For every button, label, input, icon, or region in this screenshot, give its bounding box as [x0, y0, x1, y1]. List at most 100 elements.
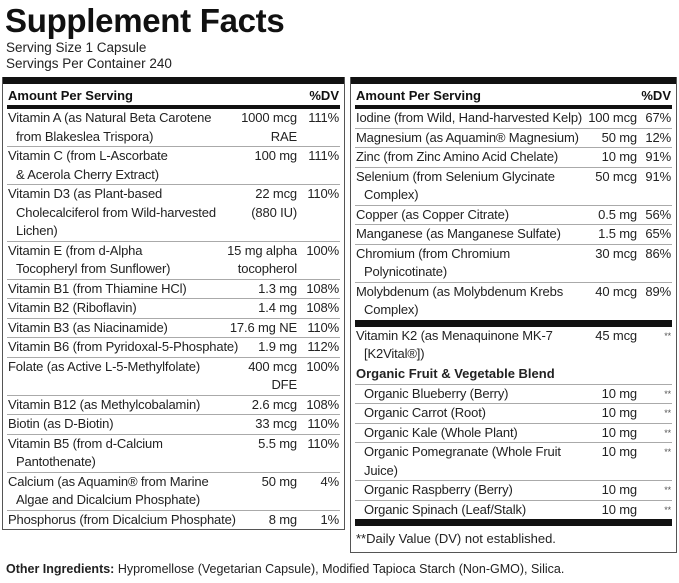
amount: 5.5 mg	[258, 435, 297, 451]
nutrient-label: Organic Raspberry (Berry)	[364, 482, 513, 497]
nutrient-label: Vitamin A (as Natural Beta Carotene	[8, 110, 212, 125]
nutrient-label: Molybdenum (as Molybdenum Krebs	[356, 283, 564, 299]
nutrient-source: [K2Vital®])	[364, 346, 425, 361]
daily-value: 111%	[308, 110, 339, 125]
nutrient-label: Organic Carrot (Root)	[364, 405, 486, 420]
daily-value: 86%	[645, 245, 671, 261]
nutrient-label: Vitamin B1 (from Thiamine HCl)	[8, 280, 187, 296]
nutrient-row: Vitamin C (from L-Ascorbate & Acerola Che…	[7, 147, 340, 185]
nutrient-row: Vitamin B5 (from d-Calcium Pantothenate) 5…	[7, 435, 340, 473]
nutrient-row: Organic Carrot (Root) 10 mg **	[355, 404, 672, 424]
column-header: Amount Per Serving %DV	[355, 84, 672, 109]
daily-value: **	[664, 330, 671, 341]
nutrient-label: Vitamin B6 (from Pyridoxal-5-Phosphate)	[8, 339, 239, 354]
nutrient-row: Iodine (from Wild, Hand-harvested Kelp) 1…	[355, 109, 672, 129]
nutrient-row: Vitamin B6 (from Pyridoxal-5-Phosphate) 1…	[7, 338, 340, 358]
nutrient-name: Biotin (as D-Biotin)	[8, 415, 249, 434]
nutrient-row: Molybdenum (as Molybdenum Krebs Complex) 4…	[355, 283, 672, 320]
amount: 50 mcg	[595, 168, 637, 184]
nutrient-row: Zinc (from Zinc Amino Acid Chelate) 10 mg…	[355, 148, 672, 168]
nutrient-label: Magnesium (as Aquamin® Magnesium)	[356, 129, 579, 145]
nutrient-label: Organic Blueberry (Berry)	[364, 385, 509, 401]
nutrient-name: Chromium (from Chromium Polynicotinate)	[356, 245, 589, 282]
daily-value: 110%	[307, 186, 339, 201]
serving-size: Serving Size 1 Capsule	[6, 40, 147, 55]
nutrient-label: Copper (as Copper Citrate)	[356, 206, 509, 222]
daily-value: 89%	[645, 283, 671, 299]
nutrient-name: Organic Carrot (Root)	[356, 404, 596, 423]
nutrient-label: Organic Kale (Whole Plant)	[364, 424, 518, 440]
footnote: **Daily Value (DV) not established.	[356, 531, 556, 546]
nutrient-name: Iodine (from Wild, Hand-harvested Kelp)	[356, 109, 582, 128]
amount: 22 mcg (880 IU)	[251, 186, 297, 220]
amount-header: Amount Per Serving	[8, 88, 133, 103]
facts-panels: Amount Per Serving %DV Vitamin A (as Natu…	[2, 77, 677, 553]
amount: 0.5 mg	[598, 206, 637, 222]
nutrient-name: Vitamin B1 (from Thiamine HCl)	[8, 280, 252, 299]
daily-value: 110%	[307, 416, 339, 431]
amount: 30 mcg	[595, 245, 637, 261]
nutrient-label: Iodine (from Wild, Hand-harvested Kelp)	[356, 110, 583, 125]
nutrient-row: Organic Raspberry (Berry) 10 mg **	[355, 481, 672, 501]
nutrient-source: Tocopheryl from Sunflower)	[16, 261, 171, 276]
other-ingredients-label: Other Ingredients:	[6, 562, 115, 576]
nutrient-row: Manganese (as Manganese Sulfate) 1.5 mg 65…	[355, 225, 672, 245]
nutrient-row: Vitamin K2 (as Menaquinone MK-7 [K2Vital®…	[355, 327, 672, 364]
nutrient-label: Folate (as Active L-5-Methylfolate)	[8, 358, 200, 374]
nutrient-label: Vitamin B5 (from d-Calcium	[8, 435, 163, 451]
daily-value: 110%	[307, 435, 339, 451]
nutrient-source: from Blakeslea Trispora)	[16, 128, 154, 144]
thick-divider	[355, 319, 672, 327]
nutrient-row: Copper (as Copper Citrate) 0.5 mg 56%	[355, 206, 672, 225]
nutrient-name: Vitamin D3 (as Plant-based Cholecalcifero…	[8, 185, 245, 241]
nutrient-row: Magnesium (as Aquamin® Magnesium) 50 mg 12…	[355, 129, 672, 148]
nutrient-label: Organic Spinach (Leaf/Stalk)	[364, 501, 526, 517]
nutrient-label: Vitamin B3 (as Niacinamide)	[8, 319, 168, 335]
nutrient-row: Vitamin B12 (as Methylcobalamin) 2.6 mcg 1…	[7, 396, 340, 415]
amount: 10 mg	[601, 405, 638, 420]
nutrient-name: Vitamin B5 (from d-Calcium Pantothenate)	[8, 435, 252, 472]
nutrient-name: Vitamin B12 (as Methylcobalamin)	[8, 396, 246, 415]
daily-value: 108%	[306, 300, 339, 315]
daily-value: **	[664, 388, 671, 399]
nutrient-name: Calcium (as Aquamin® from Marine Algae an…	[8, 473, 256, 510]
nutrient-row: Vitamin A (as Natural Beta Carotene from …	[7, 109, 340, 147]
nutrient-name: Organic Raspberry (Berry)	[356, 481, 596, 500]
nutrient-label: Vitamin K2 (as Menaquinone MK-7	[356, 327, 553, 343]
nutrient-label: Vitamin D3 (as Plant-based	[8, 186, 163, 201]
amount: 400 mcg DFE	[248, 358, 297, 393]
nutrient-name: Selenium (from Selenium Glycinate Complex…	[356, 168, 589, 205]
nutrient-name: Copper (as Copper Citrate)	[356, 206, 592, 225]
nutrient-name: Organic Kale (Whole Plant)	[356, 424, 596, 443]
nutrient-label: Vitamin B2 (Riboflavin)	[8, 300, 137, 315]
nutrient-label: Phosphorus (from Dicalcium Phosphate)	[8, 511, 236, 527]
amount: 100 mcg	[588, 110, 637, 125]
nutrient-name: Vitamin C (from L-Ascorbate & Acerola Che…	[8, 147, 249, 184]
nutrient-label: Vitamin C (from L-Ascorbate	[8, 148, 168, 163]
daily-value: 1%	[320, 511, 340, 527]
right-facts-panel: Amount Per Serving %DV Iodine (from Wild,…	[350, 77, 677, 553]
nutrient-label: Biotin (as D-Biotin)	[8, 416, 114, 431]
nutrient-source: Cholecalciferol from Wild-harvested Lich…	[16, 204, 216, 239]
thick-divider	[355, 519, 672, 526]
nutrient-name: Manganese (as Manganese Sulfate)	[356, 225, 592, 244]
nutrient-source: Complex)	[364, 187, 419, 202]
nutrient-name: Phosphorus (from Dicalcium Phosphate)	[8, 511, 263, 530]
blend-title: Organic Fruit & Vegetable Blend	[355, 364, 672, 385]
daily-value: 100%	[306, 358, 339, 374]
other-ingredients: Other Ingredients: Hypromellose (Vegetar…	[2, 561, 677, 577]
daily-value: 110%	[307, 319, 339, 335]
thick-divider	[3, 77, 344, 84]
daily-value: **	[664, 485, 671, 495]
amount: 45 mcg	[595, 327, 637, 343]
amount: 1000 mcg RAE	[241, 110, 297, 144]
nutrient-name: Vitamin B6 (from Pyridoxal-5-Phosphate)	[8, 338, 252, 357]
nutrient-name: Folate (as Active L-5-Methylfolate)	[8, 358, 242, 395]
amount: 50 mg	[601, 129, 638, 145]
nutrient-row: Folate (as Active L-5-Methylfolate) 400 m…	[7, 358, 340, 396]
amount-header: Amount Per Serving	[356, 88, 481, 103]
nutrient-row: Vitamin B2 (Riboflavin) 1.4 mg 108%	[7, 299, 340, 319]
nutrient-row: Phosphorus (from Dicalcium Phosphate) 8 m…	[7, 511, 340, 530]
daily-value: 111%	[308, 148, 339, 163]
nutrient-label: Organic Pomegranate (Whole Fruit Juice)	[364, 444, 561, 478]
